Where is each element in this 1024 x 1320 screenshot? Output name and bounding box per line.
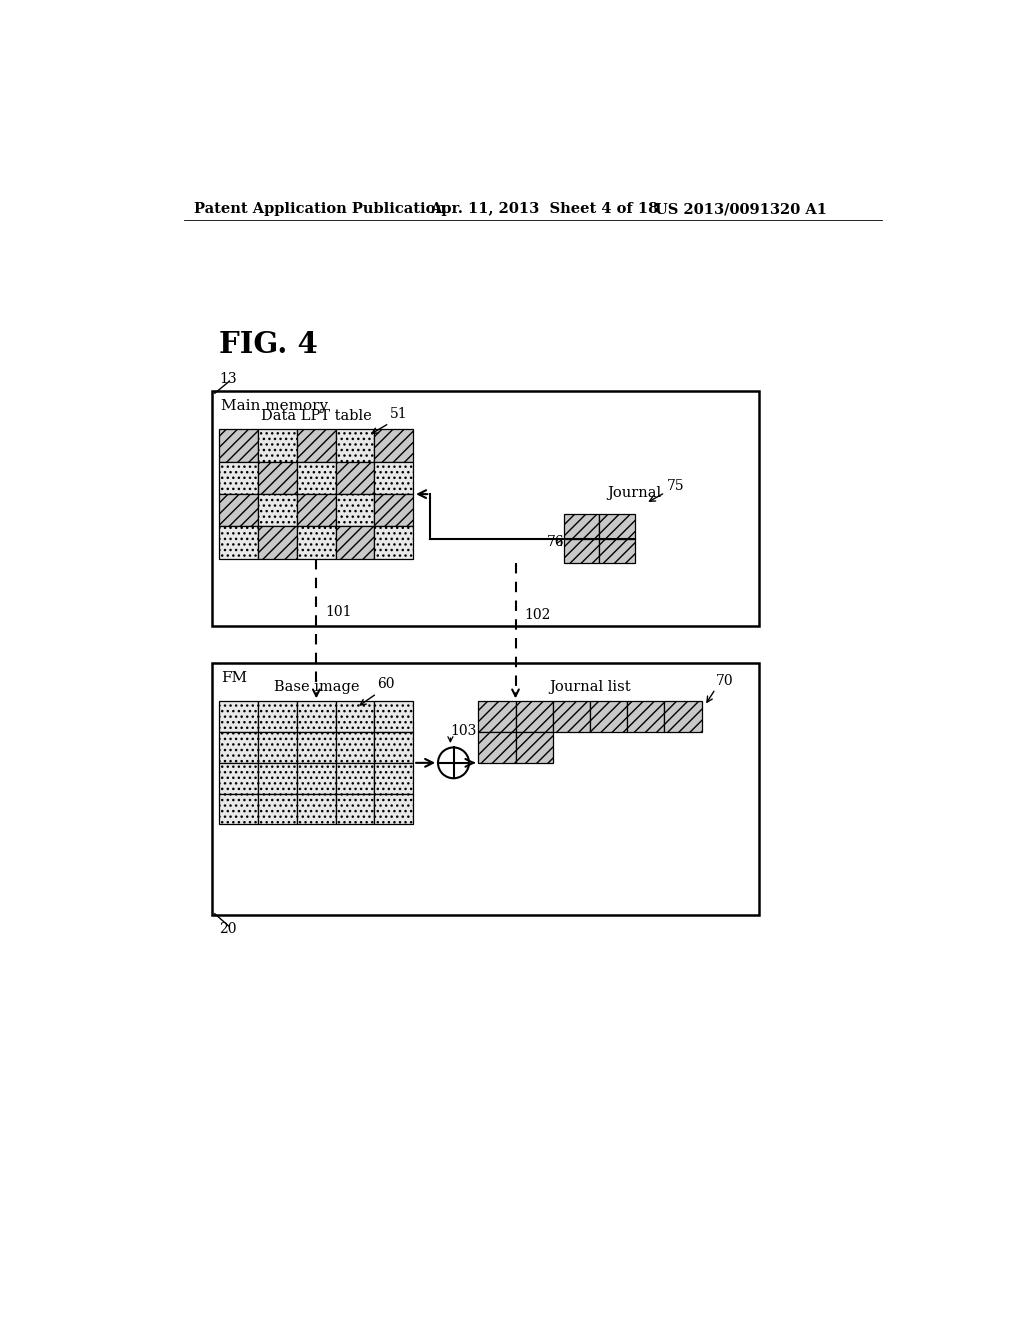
Bar [219, 429, 258, 462]
Text: FIG. 4: FIG. 4 [219, 330, 318, 359]
Circle shape [438, 747, 469, 779]
Text: 102: 102 [524, 607, 551, 622]
Bar [219, 462, 258, 494]
Bar [297, 527, 336, 558]
Bar [219, 701, 258, 733]
Text: 51: 51 [390, 407, 408, 421]
Bar [590, 701, 627, 733]
Bar [297, 701, 336, 733]
Bar [336, 527, 375, 558]
Bar [212, 663, 759, 915]
Text: Data LPT table: Data LPT table [261, 409, 372, 422]
Bar [336, 462, 375, 494]
Bar [297, 763, 336, 793]
Bar [336, 733, 375, 763]
Bar [375, 701, 414, 733]
Text: 70: 70 [716, 675, 733, 688]
Bar [297, 429, 336, 462]
Bar [297, 733, 336, 763]
Text: Patent Application Publication: Patent Application Publication [194, 202, 445, 216]
Bar [219, 793, 258, 825]
Text: Journal: Journal [607, 486, 662, 499]
Bar [219, 763, 258, 793]
Bar [258, 494, 297, 527]
Text: FM: FM [221, 671, 247, 685]
Bar [219, 494, 258, 527]
Bar [297, 462, 336, 494]
Bar [478, 701, 515, 733]
Bar [258, 701, 297, 733]
Bar [212, 391, 759, 626]
Text: Journal list: Journal list [549, 680, 631, 694]
Bar [375, 494, 414, 527]
Bar [599, 515, 635, 539]
Text: 76: 76 [547, 535, 564, 549]
Bar [297, 793, 336, 825]
Text: 101: 101 [326, 606, 352, 619]
Bar [258, 793, 297, 825]
Bar [336, 763, 375, 793]
Bar [563, 515, 599, 539]
Text: 20: 20 [219, 923, 237, 936]
Bar [375, 733, 414, 763]
Bar [478, 733, 515, 763]
Bar [599, 539, 635, 564]
Bar [563, 539, 599, 564]
Bar [297, 494, 336, 527]
Bar [665, 701, 701, 733]
Text: Apr. 11, 2013  Sheet 4 of 18: Apr. 11, 2013 Sheet 4 of 18 [430, 202, 658, 216]
Text: US 2013/0091320 A1: US 2013/0091320 A1 [655, 202, 827, 216]
Bar [258, 462, 297, 494]
Text: 60: 60 [378, 677, 395, 692]
Bar [258, 763, 297, 793]
Bar [336, 429, 375, 462]
Bar [258, 527, 297, 558]
Bar [627, 701, 665, 733]
Bar [553, 701, 590, 733]
Bar [219, 733, 258, 763]
Bar [375, 527, 414, 558]
Bar [219, 527, 258, 558]
Bar [375, 793, 414, 825]
Text: 103: 103 [451, 723, 477, 738]
Text: 75: 75 [667, 479, 684, 494]
Text: Base image: Base image [273, 680, 359, 694]
Text: 13: 13 [219, 372, 238, 385]
Text: Main memory: Main memory [221, 400, 328, 413]
Bar [515, 733, 553, 763]
Bar [336, 701, 375, 733]
Bar [375, 763, 414, 793]
Bar [375, 429, 414, 462]
Bar [375, 462, 414, 494]
Bar [515, 701, 553, 733]
Bar [258, 429, 297, 462]
Bar [336, 494, 375, 527]
Bar [258, 733, 297, 763]
Bar [336, 793, 375, 825]
